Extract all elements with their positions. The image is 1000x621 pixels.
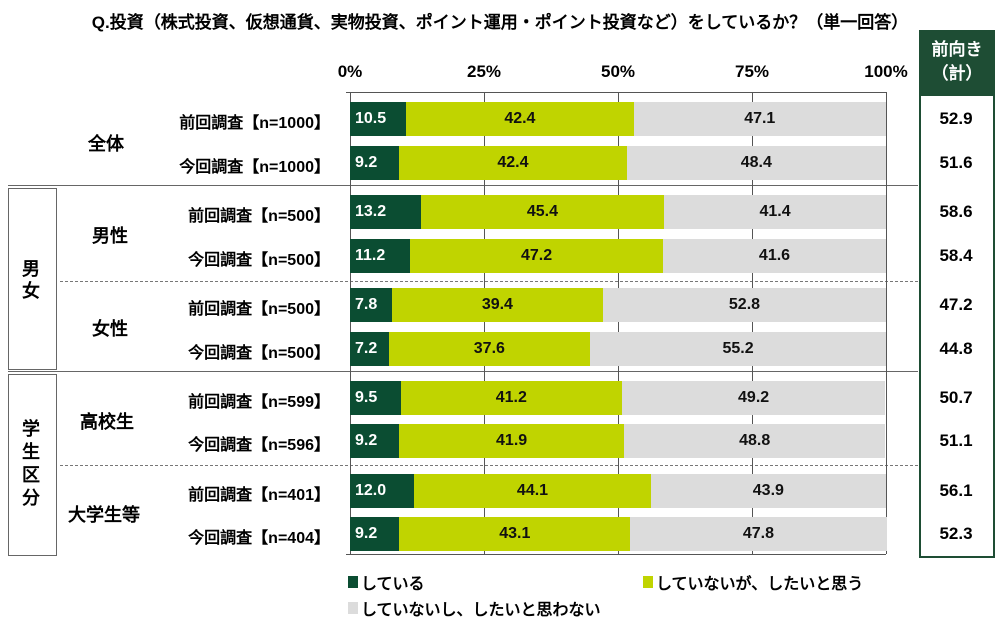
chart-title: Q.投資（株式投資、仮想通貨、実物投資、ポイント運用・ポイント投資など）をしてい… — [91, 13, 909, 32]
gridline — [484, 92, 485, 554]
divider — [8, 185, 918, 186]
row-label: 今回調査【n=596】 — [188, 437, 330, 454]
gridline — [752, 92, 753, 554]
bar-segment-want: 44.1 — [414, 474, 651, 508]
bar-segment-doing: 9.2 — [350, 517, 400, 551]
divider — [60, 281, 918, 282]
x-tick-label: 25% — [466, 62, 502, 81]
row-label: 前回調査【n=500】 — [188, 208, 330, 225]
group-box-gender — [8, 188, 57, 370]
row-label: 今回調査【n=500】 — [188, 252, 330, 269]
positive-total-value: 58.6 — [939, 202, 973, 221]
divider — [60, 465, 918, 466]
bar-segment-want: 41.2 — [400, 381, 622, 415]
bar-segment-not-want: 52.8 — [602, 288, 886, 322]
x-tick-label: 75% — [734, 62, 770, 81]
row-label: 今回調査【n=1000】 — [179, 159, 330, 176]
legend-label: していないし、したいと思わない — [361, 602, 601, 619]
bar-segment-not-want: 47.8 — [630, 517, 887, 551]
positive-total-value: 51.1 — [939, 431, 973, 450]
right-header-box: 前向き（計） — [919, 30, 995, 98]
positive-total-value: 52.3 — [939, 524, 973, 543]
positive-total-value: 47.2 — [939, 295, 973, 314]
bar-segment-doing: 13.2 — [350, 195, 421, 229]
bar-segment-doing: 10.5 — [350, 102, 407, 136]
bar-segment-not-want: 48.8 — [623, 424, 886, 458]
row-label: 前回調査【n=500】 — [188, 301, 330, 318]
group-box-student — [8, 374, 57, 556]
legend-label: している — [361, 576, 425, 593]
x-tick-label: 50% — [600, 62, 636, 81]
positive-total-value: 44.8 — [939, 339, 973, 358]
row-label: 前回調査【n=599】 — [188, 394, 330, 411]
bar-segment-want: 42.4 — [399, 146, 627, 180]
bar-segment-not-want: 43.9 — [650, 474, 886, 508]
row-label: 前回調査【n=401】 — [188, 487, 330, 504]
right-column-header: 前向き（計） — [931, 40, 983, 83]
bar-segment-doing: 12.0 — [350, 474, 415, 508]
bar-segment-want: 42.4 — [406, 102, 634, 136]
bar-segment-doing: 9.2 — [350, 146, 400, 180]
row-label: 今回調査【n=404】 — [188, 530, 330, 547]
positive-total-value: 56.1 — [939, 481, 973, 500]
axis-top — [346, 92, 886, 93]
positive-total-value: 52.9 — [939, 109, 973, 128]
bar-segment-want: 39.4 — [391, 288, 603, 322]
bar-segment-doing: 7.2 — [350, 332, 389, 366]
subgroup-label: 大学生等 — [68, 505, 140, 525]
subgroup-label: 高校生 — [80, 412, 134, 432]
bar-segment-doing: 11.2 — [350, 239, 411, 273]
bar-segment-doing: 7.8 — [350, 288, 392, 322]
bar-segment-want: 45.4 — [420, 195, 665, 229]
bar-segment-doing: 9.5 — [350, 381, 401, 415]
gridline — [618, 92, 619, 554]
bar-segment-not-want: 49.2 — [621, 381, 886, 415]
x-tick-label: 0% — [337, 62, 363, 81]
row-label: 今回調査【n=500】 — [188, 345, 330, 362]
gridline — [886, 92, 887, 554]
subgroup-label: 女性 — [92, 319, 128, 339]
bar-segment-not-want: 41.4 — [664, 195, 886, 229]
subgroup-label: 全体 — [88, 134, 124, 154]
positive-total-value: 51.6 — [939, 153, 973, 172]
bar-segment-doing: 9.2 — [350, 424, 400, 458]
legend-swatch — [348, 576, 358, 588]
bar-segment-want: 41.9 — [399, 424, 624, 458]
bar-segment-want: 43.1 — [399, 517, 631, 551]
bar-segment-not-want: 48.4 — [626, 146, 886, 180]
bar-segment-not-want: 41.6 — [663, 239, 886, 273]
subgroup-label: 男性 — [92, 226, 128, 246]
legend-item: している — [348, 570, 425, 594]
legend-label: していないが、したいと思う — [656, 576, 864, 593]
axis-bottom — [346, 554, 886, 555]
legend-swatch — [643, 576, 653, 588]
group-label-student: 学生区分 — [22, 419, 40, 508]
bar-segment-not-want: 47.1 — [633, 102, 886, 136]
positive-total-value: 50.7 — [939, 388, 973, 407]
x-tick-label: 100% — [864, 62, 908, 81]
divider — [8, 371, 918, 372]
bar-segment-want: 37.6 — [388, 332, 591, 366]
gridline — [350, 92, 351, 554]
legend-item: していないし、したいと思わない — [348, 596, 601, 620]
bar-segment-not-want: 55.2 — [590, 332, 886, 366]
positive-total-value: 58.4 — [939, 246, 973, 265]
right-column-box — [919, 94, 995, 558]
row-label: 前回調査【n=1000】 — [179, 115, 330, 132]
legend-item: していないが、したいと思う — [643, 570, 863, 594]
bar-segment-want: 47.2 — [410, 239, 664, 273]
legend-swatch — [348, 602, 358, 614]
group-label-gender: 男女 — [22, 259, 40, 301]
